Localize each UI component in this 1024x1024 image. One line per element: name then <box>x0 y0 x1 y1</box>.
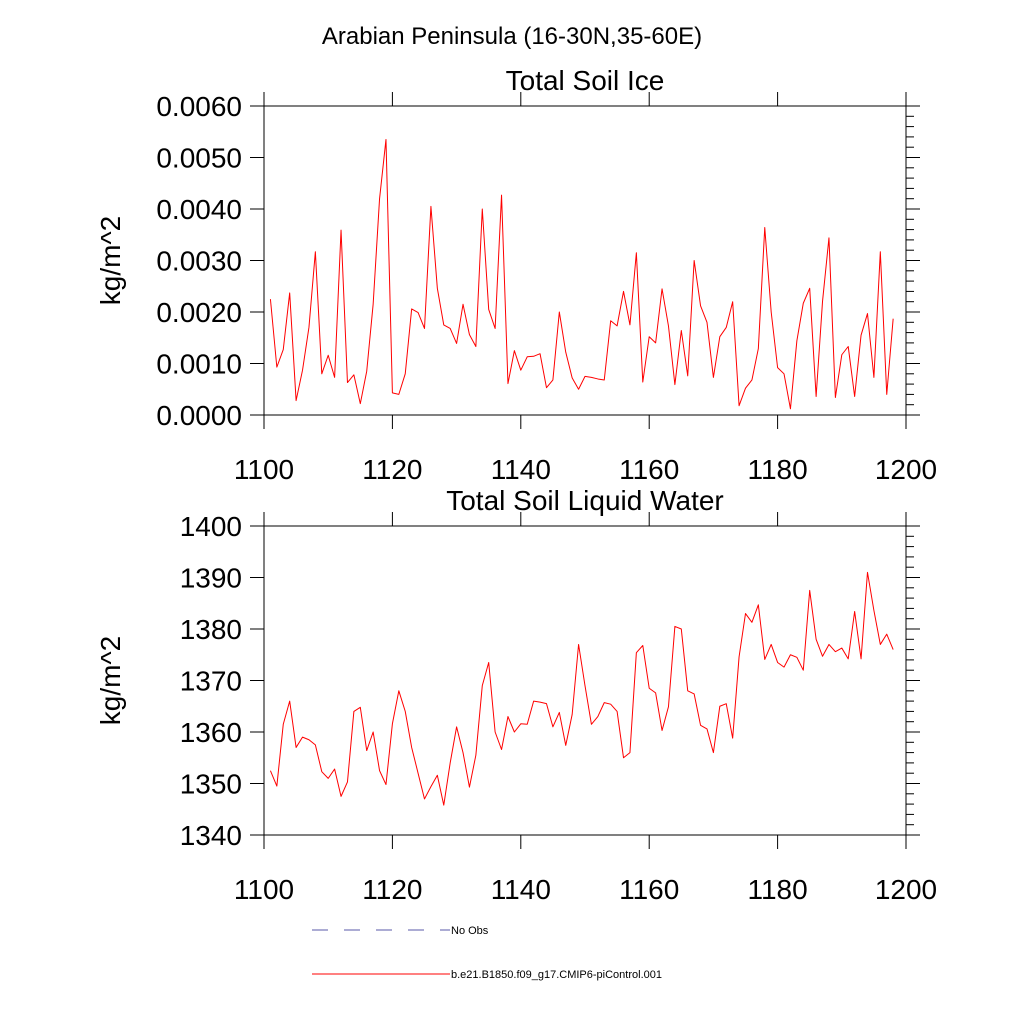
x-tick-label: 1120 <box>362 454 422 485</box>
y-tick-label: 1350 <box>180 769 242 800</box>
series-line-1 <box>269 138 894 410</box>
x-tick-label: 1180 <box>747 874 807 905</box>
y-axis-label: kg/m^2 <box>95 636 126 725</box>
x-tick-label: 1100 <box>234 454 294 485</box>
y-tick-label: 0.0020 <box>156 297 242 328</box>
y-tick-label: 0.0050 <box>156 143 242 174</box>
x-tick-label: 1140 <box>491 874 551 905</box>
chart-panels: Total Soil Ice kg/m^2 0.0000 0.0010 0.0020 0.… <box>95 65 937 905</box>
x-tick-label: 1160 <box>619 874 679 905</box>
x-tick-label: 1200 <box>875 874 937 905</box>
y-tick-label: 0.0030 <box>156 246 242 277</box>
y-tick-label: 1370 <box>180 666 242 697</box>
x-tick-label: 1120 <box>362 874 422 905</box>
y-tick-label: 1340 <box>180 820 242 851</box>
page-title: Arabian Peninsula (16-30N,35-60E) <box>322 23 702 50</box>
series-line-1 <box>269 571 894 806</box>
x-tick-label: 1180 <box>747 454 807 485</box>
legend-label: No Obs <box>451 925 489 937</box>
y-tick-label: 1390 <box>180 563 242 594</box>
x-tick-label: 1140 <box>491 454 551 485</box>
y-tick-label: 0.0060 <box>156 91 242 122</box>
plot-frame <box>263 525 907 836</box>
chart-title: Total Soil Ice <box>506 65 665 96</box>
y-tick-label: 1380 <box>180 614 242 645</box>
y-tick-label: 0.0040 <box>156 194 242 225</box>
y-tick-label: 1400 <box>180 511 242 542</box>
plot-frame <box>263 105 907 416</box>
x-tick-label: 1100 <box>234 874 294 905</box>
legend-entry-2: b.e21.B1850.f09_g17.CMIP6-piControl.001 <box>312 969 662 981</box>
x-tick-label: 1160 <box>619 454 679 485</box>
y-tick-label: 1360 <box>180 717 242 748</box>
chart-panel-1: Total Soil Ice kg/m^2 0.0000 0.0010 0.0020 0.… <box>95 65 937 485</box>
y-tick-label: 0.0010 <box>156 349 242 380</box>
legend-label: b.e21.B1850.f09_g17.CMIP6-piControl.001 <box>451 969 662 981</box>
legend: No Obs b.e21.B1850.f09_g17.CMIP6-piContro… <box>312 925 662 981</box>
legend-entry-1: No Obs <box>312 925 489 937</box>
chart-title: Total Soil Liquid Water <box>446 485 724 516</box>
chart-panel-2: Total Soil Liquid Water kg/m^2 1340 1350 136… <box>95 485 937 905</box>
y-tick-label: 0.0000 <box>156 400 242 431</box>
x-tick-label: 1200 <box>875 454 937 485</box>
y-axis-label: kg/m^2 <box>95 216 126 305</box>
